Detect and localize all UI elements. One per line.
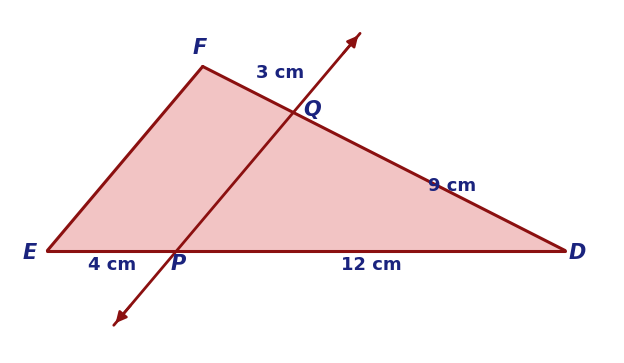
Text: P: P (170, 254, 185, 274)
Text: Q: Q (303, 99, 321, 119)
Polygon shape (47, 66, 565, 250)
Text: E: E (23, 244, 37, 264)
Text: F: F (193, 38, 207, 58)
Text: 9 cm: 9 cm (428, 177, 476, 195)
Text: 3 cm: 3 cm (256, 64, 304, 82)
Text: 4 cm: 4 cm (88, 257, 136, 274)
Text: D: D (569, 244, 587, 264)
Text: 12 cm: 12 cm (341, 257, 401, 274)
